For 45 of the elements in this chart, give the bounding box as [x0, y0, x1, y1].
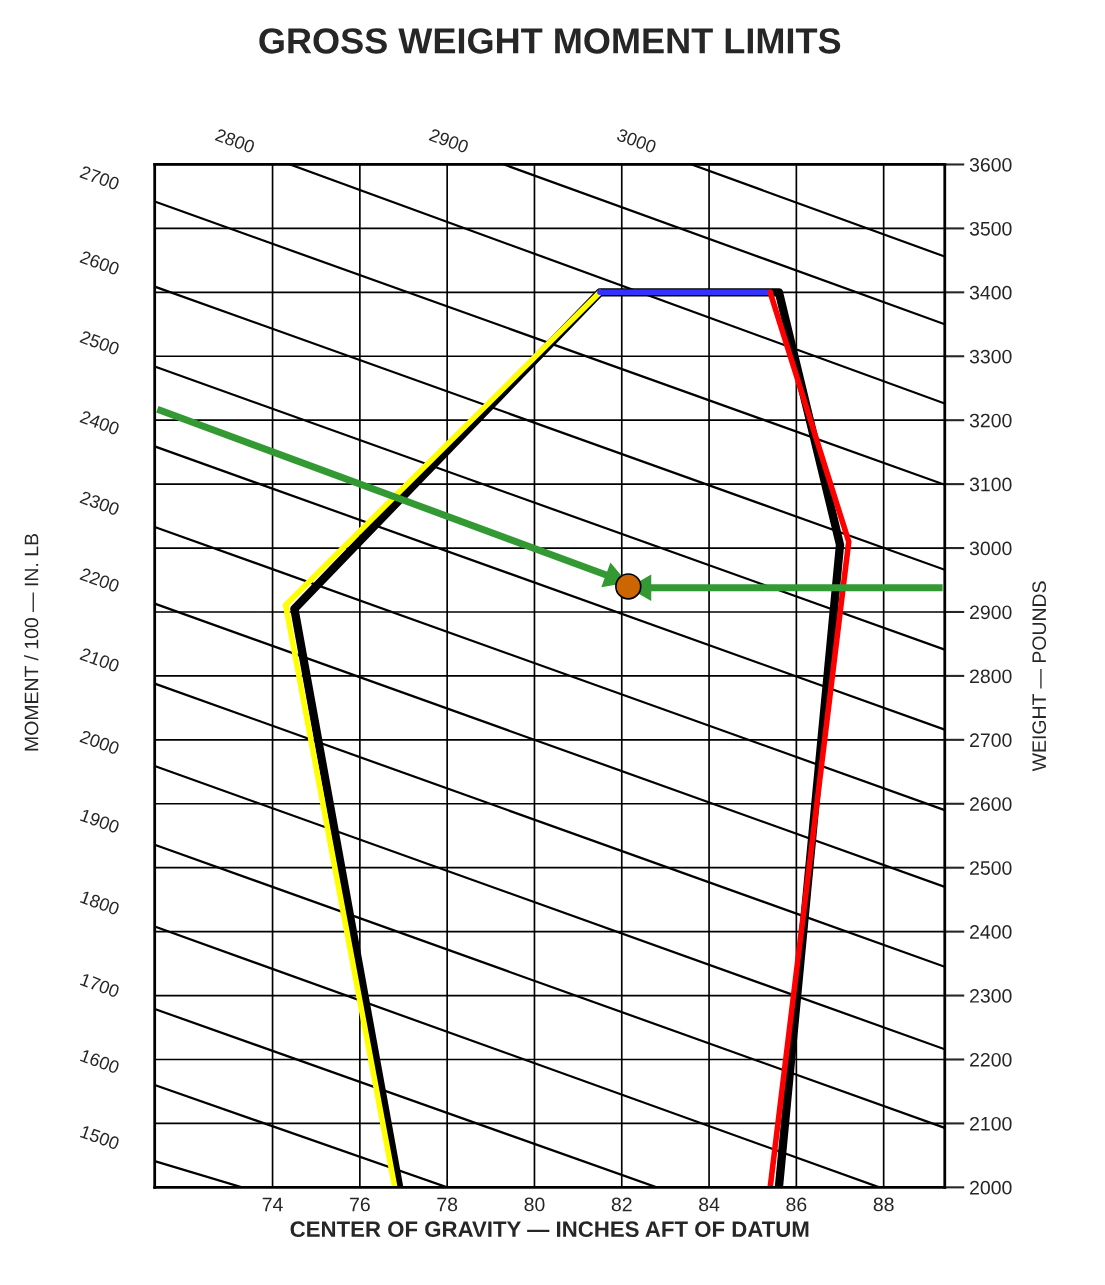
y-tick-label: 3100: [969, 477, 1012, 492]
x-tick-label: 76: [350, 1197, 370, 1212]
y-tick-label: 2900: [970, 605, 1012, 620]
text: 3000: [616, 128, 657, 154]
x-tick-label: 82: [611, 1197, 632, 1212]
x-tick-label: 74: [262, 1197, 283, 1212]
x-tick-label: 88: [873, 1197, 894, 1212]
text: 2000: [79, 729, 121, 756]
text: 2700: [79, 165, 121, 191]
y-tick-label: 3300: [969, 349, 1012, 364]
y-tick-label: 3000: [969, 541, 1012, 556]
y-tick-label: 2700: [970, 733, 1012, 748]
chart-title: GROSS WEIGHT MOMENT LIMITS: [259, 28, 841, 54]
text: 1700: [79, 972, 121, 998]
y-axis-title: WEIGHT — POUNDS: [1032, 581, 1047, 772]
y-tick-label: 2300: [970, 989, 1012, 1003]
y-tick-label: 3400: [969, 285, 1012, 300]
text: 1900: [79, 808, 121, 834]
y-tick-label: 3500: [969, 221, 1012, 236]
y-tick-label: 3200: [969, 413, 1012, 428]
x-tick-label: 80: [524, 1197, 545, 1212]
text: 2100: [79, 647, 121, 673]
text: MOMENT / 100 — IN. LB: [24, 534, 39, 751]
text: 2800: [214, 128, 256, 154]
text: 1500: [79, 1125, 121, 1151]
y-tick-label: 2100: [970, 1116, 1012, 1131]
text: 2200: [79, 567, 121, 593]
y-tick-label: 2500: [970, 861, 1012, 875]
x-tick-label: 86: [786, 1197, 807, 1212]
y-tick-label: 2000: [970, 1180, 1012, 1195]
y-tick-label: 2400: [970, 925, 1012, 939]
y-tick-label: 2800: [970, 669, 1012, 684]
x-axis-title: CENTER OF GRAVITY — INCHES AFT OF DATUM: [290, 1221, 809, 1238]
text: 2400: [79, 410, 121, 436]
y-tick-label: 2200: [970, 1052, 1012, 1067]
text: 1800: [79, 890, 121, 916]
text: 2500: [79, 330, 121, 356]
x-tick-label: 78: [437, 1197, 458, 1212]
y-tick-label: 2600: [970, 797, 1012, 811]
text: 2600: [79, 250, 121, 276]
text: 1600: [79, 1048, 121, 1075]
text: 2900: [428, 128, 470, 154]
x-tick-label: 84: [699, 1197, 720, 1212]
y-tick-label: 3600: [969, 157, 1012, 172]
text: 2300: [79, 490, 121, 516]
